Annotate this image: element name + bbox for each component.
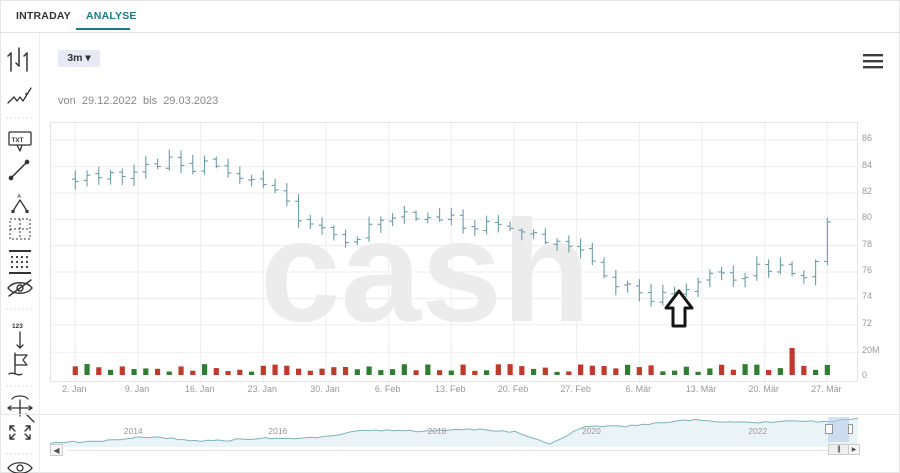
svg-text:cash: cash (260, 190, 591, 352)
svg-text:A: A (17, 194, 21, 200)
svg-text:TXT: TXT (12, 137, 24, 144)
svg-text:123: 123 (12, 323, 23, 330)
